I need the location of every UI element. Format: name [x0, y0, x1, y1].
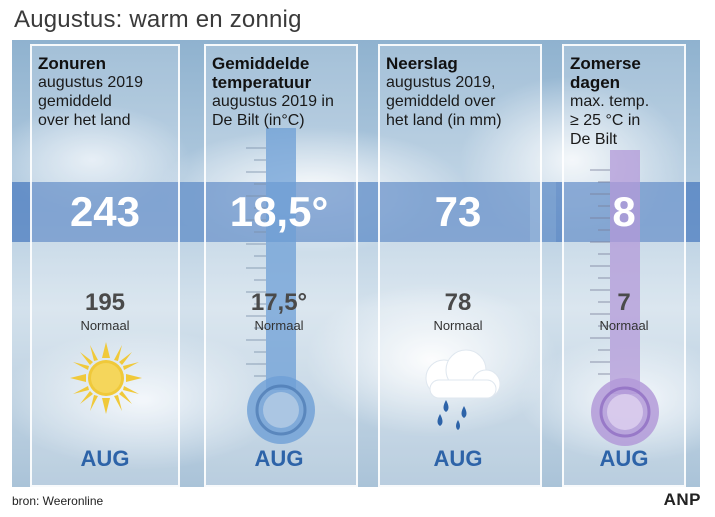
- month-label: AUG: [254, 446, 304, 471]
- band-gap: [354, 182, 380, 242]
- column-subtitle-line: gemiddeld: [38, 93, 112, 110]
- source-credit: bron: Weeronline: [12, 494, 104, 508]
- column-subtitle-line: max. temp.: [570, 93, 650, 110]
- card-outline: [30, 44, 180, 487]
- month-label: AUG: [433, 446, 483, 471]
- sun-icon: [70, 342, 142, 414]
- column-temperature: Gemiddelde temperatuur augustus 2019 in …: [204, 40, 354, 487]
- column-sunshine: Zonuren augustus 2019 gemiddeld over het…: [30, 40, 180, 487]
- column-subtitle-line: over het land: [38, 112, 131, 129]
- column-precipitation: Neerslag augustus 2019, gemiddeld over h…: [378, 40, 538, 487]
- month-label: AUG: [80, 446, 130, 471]
- page-title: Augustus: warm en zonnig: [14, 6, 302, 33]
- normal-label: Normaal: [433, 318, 483, 333]
- main-value: 73: [434, 188, 482, 235]
- month-label: AUG: [599, 446, 649, 471]
- column-heading: Gemiddelde: [212, 54, 310, 73]
- normal-value: 195: [84, 289, 126, 316]
- thermometer-icon: [590, 150, 659, 446]
- band-gap: [178, 182, 204, 242]
- column-subtitle-line: augustus 2019: [38, 74, 143, 91]
- column-heading: Zonuren: [38, 54, 106, 73]
- main-value: 8: [612, 188, 636, 235]
- anp-logo: ANP: [663, 490, 701, 509]
- column-subtitle-line: augustus 2019 in: [212, 93, 334, 110]
- sky-background: Zonuren augustus 2019 gemiddeld over het…: [12, 40, 700, 487]
- column-subtitle-line: augustus 2019,: [386, 74, 496, 91]
- column-heading: temperatuur: [212, 73, 312, 92]
- rain-cloud-icon: [425, 349, 501, 430]
- normal-value: 17,5°: [250, 289, 308, 316]
- column-subtitle-line: gemiddeld over: [386, 93, 496, 110]
- column-subtitle-line: het land (in mm): [386, 112, 502, 129]
- column-subtitle-line: De Bilt (in°C): [212, 112, 305, 129]
- main-value: 243: [69, 188, 141, 235]
- normal-label: Normaal: [254, 318, 304, 333]
- normal-label: Normaal: [599, 318, 649, 333]
- thermometer-icon: [246, 128, 315, 444]
- column-heading: Neerslag: [386, 54, 458, 73]
- column-subtitle-line: ≥ 25 °C in: [570, 112, 641, 129]
- band-gap: [530, 182, 556, 242]
- column-heading: dagen: [570, 73, 621, 92]
- normal-value: 7: [617, 289, 631, 316]
- normal-label: Normaal: [80, 318, 130, 333]
- normal-value: 78: [444, 289, 472, 316]
- column-subtitle-line: De Bilt: [570, 131, 618, 148]
- column-heading: Zomerse: [570, 54, 641, 73]
- main-value: 18,5°: [229, 188, 329, 235]
- card-outline: [378, 44, 542, 487]
- column-summer-days: Zomerse dagen max. temp. ≥ 25 °C in De B…: [562, 40, 686, 487]
